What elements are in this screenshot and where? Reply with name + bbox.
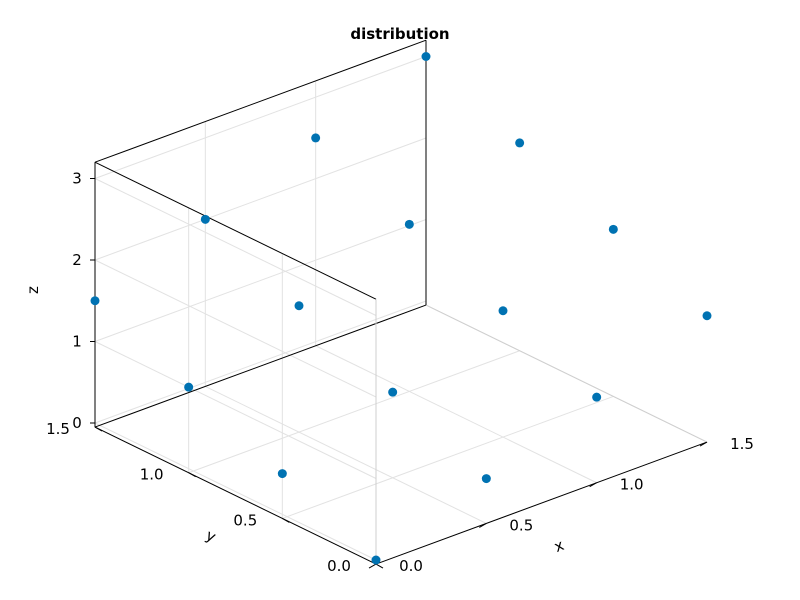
y-axis-line [94, 426, 377, 565]
frame-edge [425, 304, 708, 443]
z-tick-label: 2 [72, 251, 82, 269]
data-point [90, 296, 100, 306]
data-point [200, 214, 210, 224]
wall-grid-line [94, 422, 377, 561]
floor-grid-line [188, 350, 520, 474]
x-tick-mark [479, 522, 487, 528]
data-point [294, 301, 304, 311]
data-point [404, 219, 414, 229]
wall-grid-line [94, 300, 427, 424]
wall-grid-line [94, 56, 427, 179]
data-point [481, 474, 491, 484]
x-tick-label: 1.5 [730, 435, 754, 453]
data-point [608, 224, 618, 234]
y-tick-label: 1.0 [140, 466, 164, 484]
floor-grid-line [282, 395, 614, 519]
x-axis-line [375, 441, 708, 565]
y-tick-mark [188, 472, 196, 478]
y-tick-mark [375, 563, 384, 569]
wall-grid-line [94, 259, 377, 398]
x-tick-mark [589, 482, 597, 488]
wall-grid-line [94, 219, 427, 342]
data-point [421, 52, 431, 61]
x-axis-label: x [552, 536, 567, 556]
y-tick-mark [94, 426, 103, 432]
data-points [90, 52, 712, 565]
x-tick-label: 1.0 [620, 476, 644, 494]
frame-edge [94, 39, 427, 163]
y-tick-mark [282, 517, 290, 523]
z-tick-label: 3 [72, 170, 82, 188]
wall-grid-line [94, 178, 377, 316]
y-tick-label: 1.5 [46, 420, 70, 438]
data-point [311, 133, 321, 143]
x-tick-mark [699, 441, 708, 447]
z-tick-label: 0 [72, 414, 82, 432]
y-tick-label: 0.0 [327, 557, 351, 575]
x-tick-mark [368, 563, 377, 569]
data-point [277, 469, 287, 479]
frame-edge [94, 161, 377, 300]
y-axis-label: y [203, 526, 219, 546]
data-point [184, 382, 194, 392]
floor-grid-line [205, 385, 487, 524]
chart-title: distribution [350, 25, 449, 43]
y-tick-label: 0.5 [233, 511, 257, 529]
z-tick-label: 1 [72, 333, 82, 351]
wall-grid-line [94, 137, 427, 261]
axis-frame [94, 39, 708, 565]
data-point [702, 311, 712, 321]
data-point [388, 387, 398, 397]
z-axis-label: z [24, 286, 42, 294]
data-point [498, 306, 508, 316]
floor-grid-line [315, 345, 597, 484]
grid-lines [94, 40, 708, 565]
x-tick-label: 0.0 [399, 557, 423, 575]
data-point [515, 138, 525, 148]
x-tick-label: 0.5 [509, 516, 533, 534]
frame-edge [94, 304, 427, 428]
data-point [371, 555, 381, 565]
data-point [592, 392, 602, 402]
wall-grid-line [94, 341, 377, 479]
